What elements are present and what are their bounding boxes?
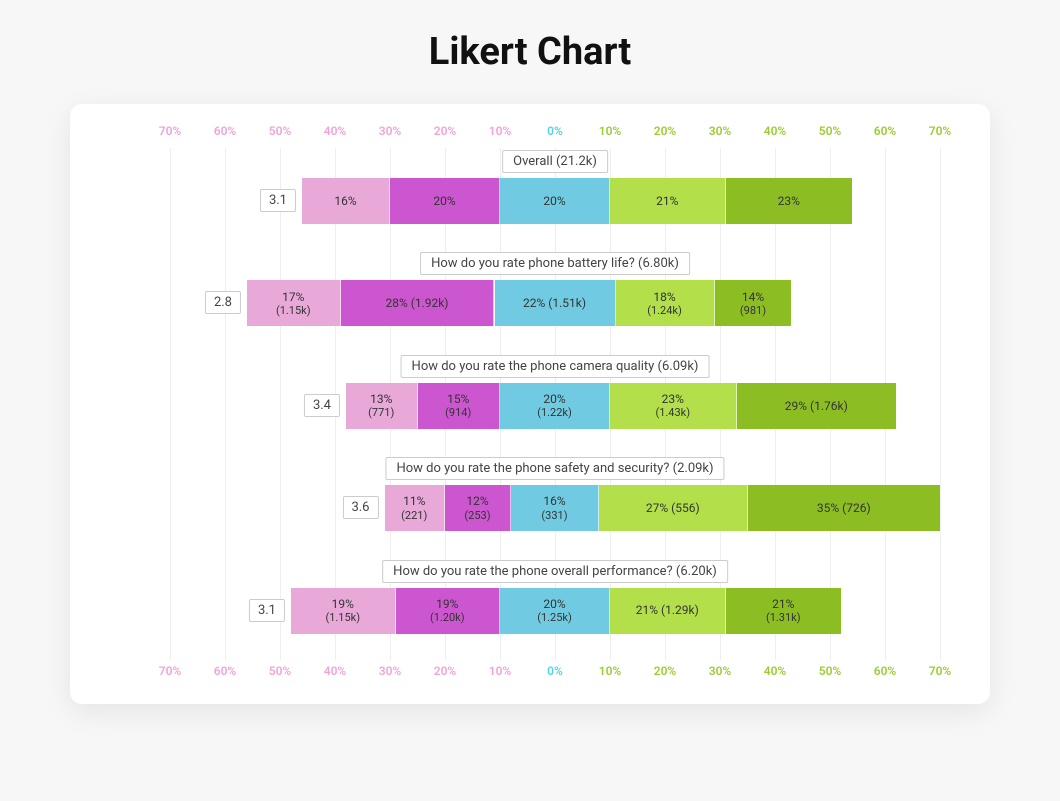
bar-segment: 35% (726): [748, 485, 941, 531]
likert-row: How do you rate the phone camera quality…: [170, 353, 940, 455]
axis-tick-label: 30%: [379, 124, 402, 138]
row-score-label: 3.4: [304, 394, 340, 417]
axis-top: 70%60%50%40%30%20%10%0%10%20%30%40%50%60…: [170, 124, 940, 144]
bar-segment: 11%(221): [385, 485, 446, 531]
axis-tick-label: 10%: [599, 664, 622, 678]
row-title-label: How do you rate the phone safety and sec…: [385, 457, 724, 480]
row-score-label: 2.8: [205, 291, 241, 314]
axis-tick-label: 0%: [547, 664, 563, 678]
row-title-label: Overall (21.2k): [502, 150, 608, 173]
axis-tick-label: 60%: [214, 664, 237, 678]
axis-tick-label: 70%: [929, 124, 952, 138]
axis-tick-label: 50%: [269, 664, 292, 678]
axis-tick-label: 20%: [654, 124, 677, 138]
bar-segment: 28% (1.92k): [341, 280, 495, 326]
axis-tick-label: 10%: [489, 124, 512, 138]
likert-row: Overall (21.2k)3.116%20%20%21%23%: [170, 148, 940, 250]
axis-tick-label: 20%: [434, 124, 457, 138]
likert-row: How do you rate the phone overall perfor…: [170, 558, 940, 660]
likert-row: How do you rate phone battery life? (6.8…: [170, 250, 940, 352]
bar-segment: 20%(1.22k): [500, 383, 610, 429]
axis-tick-label: 40%: [324, 124, 347, 138]
axis-tick-label: 10%: [489, 664, 512, 678]
bar-segment: 20%: [390, 178, 500, 224]
bar-segment: 16%(331): [511, 485, 599, 531]
axis-tick-label: 50%: [269, 124, 292, 138]
axis-tick-label: 20%: [654, 664, 677, 678]
bar-track: 17%(1.15k)28% (1.92k)22% (1.51k)18%(1.24…: [247, 280, 792, 326]
axis-tick-label: 60%: [874, 124, 897, 138]
chart-card: 70% 60% 50% 40% 30% 20% 10% 0% 10% 20% 30% 40% 50% 60…: [70, 104, 990, 704]
axis-tick-label: 10%: [599, 124, 622, 138]
bar-segment: 14%(981): [715, 280, 792, 326]
row-score-label: 3.1: [260, 189, 296, 212]
bar-segment: 21%: [610, 178, 726, 224]
bar-segment: 20%(1.25k): [500, 588, 610, 634]
bar-segment: 17%(1.15k): [247, 280, 341, 326]
bar-track: 19%(1.15k)19%(1.20k)20%(1.25k)21% (1.29k…: [291, 588, 841, 634]
gridline: [940, 148, 941, 660]
bar-segment: 29% (1.76k): [737, 383, 897, 429]
axis-tick-label: 40%: [324, 664, 347, 678]
axis-tick-label: 70%: [929, 664, 952, 678]
bar-track: 11%(221)12%(253)16%(331)27% (556)35% (72…: [385, 485, 941, 531]
axis-tick-label: 60%: [874, 664, 897, 678]
axis-bottom: 70%60%50%40%30%20%10%0%10%20%30%40%50%60…: [170, 664, 940, 684]
bar-segment: 27% (556): [599, 485, 748, 531]
axis-tick-label: 70%: [159, 124, 182, 138]
bar-segment: 18%(1.24k): [616, 280, 715, 326]
bar-segment: 21% (1.29k): [610, 588, 726, 634]
axis-tick-label: 30%: [379, 664, 402, 678]
axis-tick-label: 70%: [159, 664, 182, 678]
axis-tick-label: 40%: [764, 664, 787, 678]
bar-segment: 16%: [302, 178, 390, 224]
bar-segment: 13%(771): [346, 383, 418, 429]
likert-chart: 70%60%50%40%30%20%10%0%10%20%30%40%50%60…: [170, 124, 940, 684]
likert-row: How do you rate the phone safety and sec…: [170, 455, 940, 557]
page-title: Likert Chart: [0, 30, 1060, 74]
axis-tick-label: 60%: [214, 124, 237, 138]
bar-segment: 21%(1.31k): [726, 588, 842, 634]
row-title-label: How do you rate phone battery life? (6.8…: [420, 252, 690, 275]
row-title-label: How do you rate the phone overall perfor…: [382, 560, 728, 583]
bar-segment: 23%(1.43k): [610, 383, 737, 429]
axis-tick-label: 20%: [434, 664, 457, 678]
bar-segment: 12%(253): [445, 485, 511, 531]
axis-tick-label: 0%: [547, 124, 563, 138]
bar-segment: 19%(1.20k): [396, 588, 501, 634]
axis-tick-label: 50%: [819, 124, 842, 138]
axis-tick-label: 30%: [709, 124, 732, 138]
bar-track: 16%20%20%21%23%: [302, 178, 852, 224]
row-score-label: 3.6: [342, 496, 378, 519]
axis-tick-label: 40%: [764, 124, 787, 138]
bar-segment: 23%: [726, 178, 853, 224]
bar-track: 13%(771)15%(914)20%(1.22k)23%(1.43k)29% …: [346, 383, 896, 429]
bar-segment: 20%: [500, 178, 610, 224]
row-title-label: How do you rate the phone camera quality…: [401, 355, 710, 378]
axis-tick-label: 30%: [709, 664, 732, 678]
bar-segment: 15%(914): [418, 383, 501, 429]
plot-area: Overall (21.2k)3.116%20%20%21%23%How do …: [170, 148, 940, 660]
row-score-label: 3.1: [249, 599, 285, 622]
axis-tick-label: 50%: [819, 664, 842, 678]
bar-segment: 19%(1.15k): [291, 588, 396, 634]
bar-segment: 22% (1.51k): [495, 280, 616, 326]
